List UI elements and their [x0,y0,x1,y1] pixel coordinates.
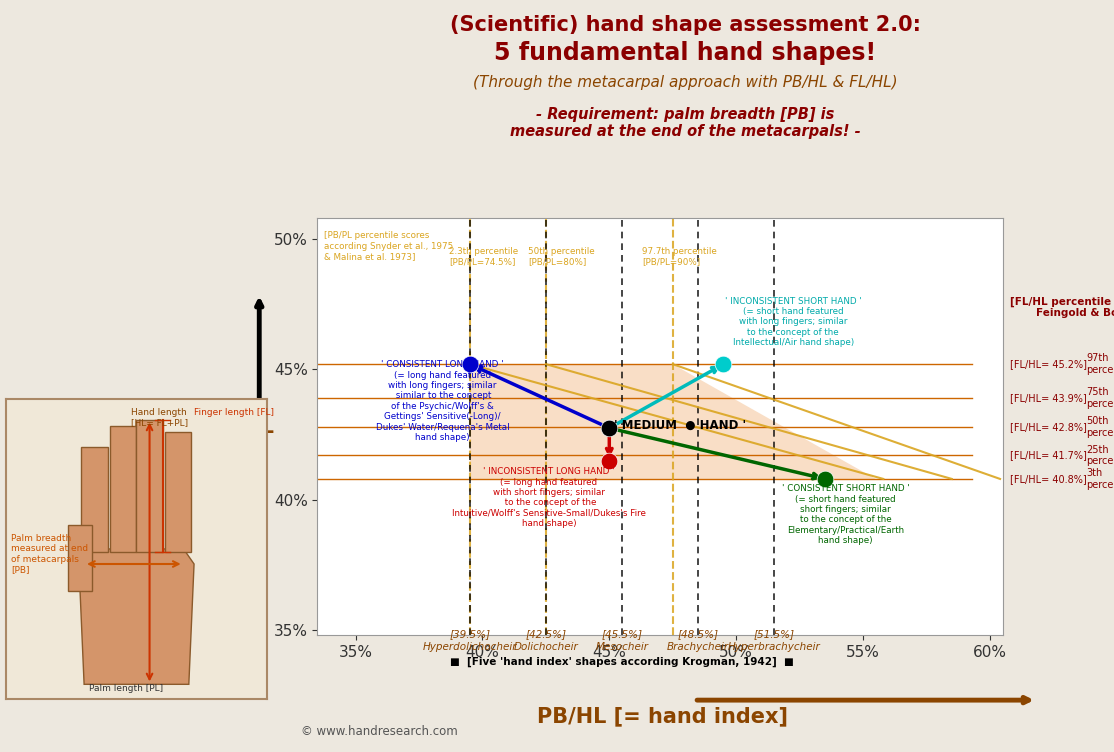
Bar [110,426,137,552]
Text: [FL/HL= 43.9%]: [FL/HL= 43.9%] [1010,393,1087,403]
Text: [PB/PL percentile scores
according Snyder et al., 1975
& Malina et al. 1973]: [PB/PL percentile scores according Snyde… [324,231,453,261]
Text: (Through the metacarpal approach with PB/HL & FL/HL): (Through the metacarpal approach with PB… [472,75,898,90]
Text: [42.5%]: [42.5%] [526,629,566,639]
Text: 5 fundamental hand shapes!: 5 fundamental hand shapes! [494,41,877,65]
Text: [48.5%]: [48.5%] [677,629,719,639]
Text: 50th
percentile: 50th percentile [1086,416,1114,438]
Text: Palm breadth
measured at end
of metacarpals
[PB]: Palm breadth measured at end of metacarp… [11,534,88,574]
Text: Palm length [PL]: Palm length [PL] [89,684,164,693]
Bar [81,447,108,552]
Text: ' CONSISTENT SHORT HAND '
(= short hand featured
short fingers; similar
to the c: ' CONSISTENT SHORT HAND ' (= short hand … [782,484,910,545]
Text: Brachycheir: Brachycheir [667,642,730,652]
Text: Hand length
[HL= FL+PL]: Hand length [HL= FL+PL] [131,408,188,427]
Polygon shape [79,549,194,684]
Text: [FL/HL= 45.2%]: [FL/HL= 45.2%] [1010,359,1087,369]
Text: [FL/HL= 40.8%]: [FL/HL= 40.8%] [1010,474,1087,484]
Text: [FL/HL= 42.8%]: [FL/HL= 42.8%] [1010,422,1087,432]
Text: [FL/HL percentile scores according
Feingold & Bossert, 1974]: [FL/HL percentile scores according Feing… [1010,296,1114,318]
Text: 75th
percentile: 75th percentile [1086,387,1114,409]
Text: Finger length [FL]: Finger length [FL] [194,408,274,417]
Text: 3th
percentile: 3th percentile [1086,468,1114,490]
Text: 97th
percentile: 97th percentile [1086,353,1114,375]
Text: [45.5%]: [45.5%] [602,629,643,639]
Text: FL/HL: FL/HL [204,417,274,437]
Text: 50th percentile
[PB/PL=80%]: 50th percentile [PB/PL=80%] [528,247,595,266]
Text: Dolichocheir: Dolichocheir [514,642,578,652]
Bar [165,432,192,552]
Text: Hyperbrachycheir: Hyperbrachycheir [727,642,821,652]
Bar [137,420,163,552]
Text: 97.7th percentile
[PB/PL=90%]: 97.7th percentile [PB/PL=90%] [643,247,717,266]
Text: ' INCONSISTENT LONG HAND '
(= long hand featured
with short fingers; similar
 to: ' INCONSISTENT LONG HAND ' (= long hand … [452,467,646,528]
Polygon shape [470,364,876,479]
Text: Mesocheir: Mesocheir [596,642,648,652]
Text: ' MEDIUM  ● HAND ': ' MEDIUM ● HAND ' [615,419,746,432]
Text: [FL/HL= 41.7%]: [FL/HL= 41.7%] [1010,450,1087,460]
Text: [39.5%]: [39.5%] [449,629,490,639]
Text: 25th
percentile: 25th percentile [1086,444,1114,466]
Text: (Scientific) hand shape assessment 2.0:: (Scientific) hand shape assessment 2.0: [450,15,920,35]
Text: ' CONSISTENT LONG HAND '
(= long hand featured
with long fingers; similar
 simil: ' CONSISTENT LONG HAND ' (= long hand fe… [375,360,509,442]
Text: © www.handresearch.com: © www.handresearch.com [301,726,458,738]
Text: Hyperdolichocheir: Hyperdolichocheir [422,642,517,652]
Text: 2.3th percentile
[PB/PL=74.5%]: 2.3th percentile [PB/PL=74.5%] [449,247,518,266]
Bar [68,525,92,591]
Text: [51.5%]: [51.5%] [754,629,794,639]
Text: - Requirement: palm breadth [PB] is
measured at the end of the metacarpals! -: - Requirement: palm breadth [PB] is meas… [510,107,860,139]
Text: ' INCONSISTENT SHORT HAND '
(= short hand featured
with long fingers; similar
to: ' INCONSISTENT SHORT HAND ' (= short han… [725,296,861,347]
Text: ■  [Five 'hand index' shapes according Krogman, 1942]  ■: ■ [Five 'hand index' shapes according Kr… [450,656,794,666]
Text: PB/HL [= hand index]: PB/HL [= hand index] [537,706,789,726]
